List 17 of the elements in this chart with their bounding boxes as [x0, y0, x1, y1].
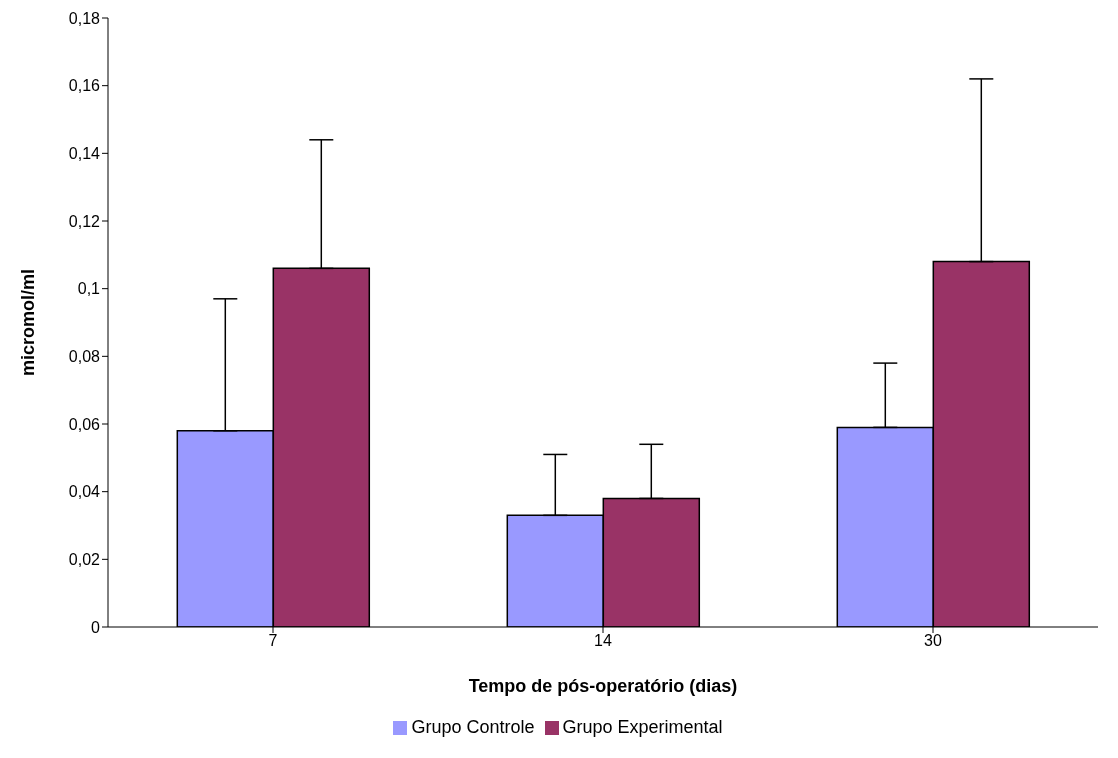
y-tick-label: 0 — [91, 618, 101, 636]
y-tick-label: 0,06 — [68, 415, 101, 433]
legend-label: Grupo Experimental — [562, 717, 723, 737]
x-tick-label: 7 — [268, 632, 278, 650]
y-tick-label: 0,14 — [68, 145, 101, 163]
x-tick-label: 30 — [924, 632, 942, 650]
x-tick-label: 14 — [594, 632, 612, 650]
y-tick-label: 0,16 — [68, 77, 101, 95]
y-tick-label: 0,12 — [68, 212, 101, 230]
y-axis-title: micromol/ml — [18, 268, 39, 377]
legend-label: Grupo Controle — [411, 717, 535, 737]
y-tick-label: 0,18 — [68, 9, 101, 27]
x-axis-title: Tempo de pós-operatório (dias) — [468, 676, 738, 696]
y-tick-label: 0,04 — [68, 483, 101, 501]
y-tick-label: 0,02 — [68, 551, 101, 569]
y-tick-label: 0,08 — [68, 348, 101, 366]
y-tick-label: 0,1 — [77, 280, 101, 298]
